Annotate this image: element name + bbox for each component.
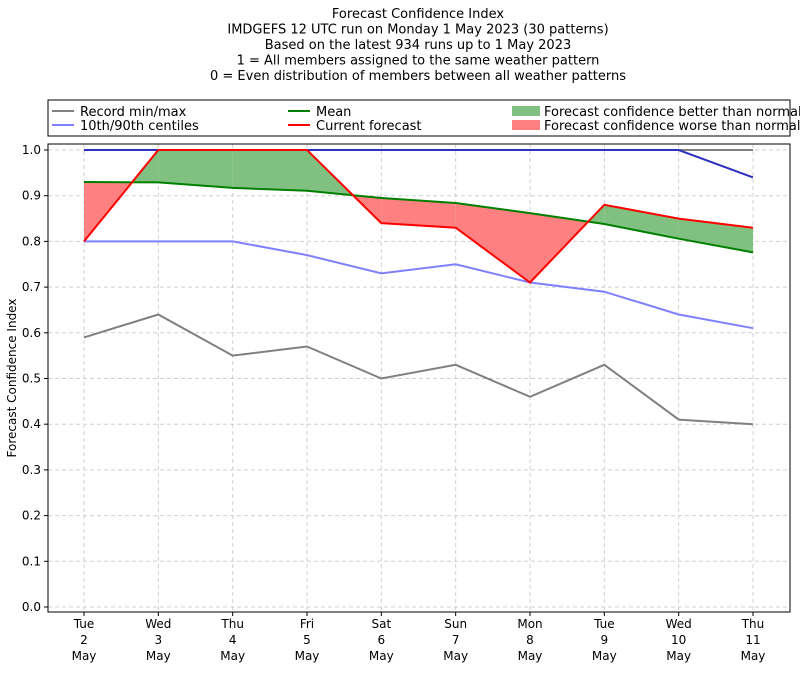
y-tick-label: 0.0: [22, 600, 41, 614]
x-tick-label: Fri: [300, 617, 314, 631]
x-tick-label: 9: [601, 633, 609, 647]
x-tick-label: Thu: [741, 617, 765, 631]
x-tick-label: 10: [671, 633, 686, 647]
x-tick-label: 5: [303, 633, 311, 647]
y-tick-label: 0.1: [22, 554, 41, 568]
legend-label: Current forecast: [316, 119, 422, 134]
series-10th-centile: [84, 241, 753, 328]
y-axis: 0.0 0.1 0.2 0.3 0.4 0.5 0.6 0.7 0.8 0.9 1.0: [22, 143, 48, 614]
title-line: 1 = All members assigned to the same wea…: [237, 54, 600, 69]
fill-better: [158, 150, 232, 188]
legend: Record min/max Mean Forecast confidence be…: [48, 100, 800, 136]
x-tick-label: Tue: [73, 617, 95, 631]
title-line: IMDGEFS 12 UTC run on Monday 1 May 2023 …: [227, 23, 608, 38]
legend-swatch: [512, 120, 540, 130]
title-line: 0 = Even distribution of members between…: [210, 69, 626, 84]
y-tick-label: 0.6: [22, 326, 41, 340]
fill-better: [604, 205, 678, 239]
x-tick-label: May: [666, 649, 691, 663]
x-tick-label: 2: [80, 633, 88, 647]
x-tick-label: 6: [378, 633, 386, 647]
x-tick-label: Thu: [220, 617, 244, 631]
legend-label: Mean: [316, 105, 351, 120]
x-axis: Tue 2 May Wed 3 May Thu 4 May Fri 5 May Sat 6 May Sun 7 M…: [72, 612, 766, 663]
y-tick-label: 0.2: [22, 509, 41, 523]
x-tick-label: 7: [452, 633, 460, 647]
y-tick-label: 0.5: [22, 372, 41, 386]
x-tick-label: Sun: [444, 617, 467, 631]
y-tick-label: 0.9: [22, 189, 41, 203]
legend-label: Forecast confidence better than normal: [544, 105, 800, 120]
x-tick-label: 8: [526, 633, 534, 647]
x-tick-label: Mon: [517, 617, 542, 631]
x-tick-label: 11: [745, 633, 760, 647]
confidence-fills: [84, 150, 753, 283]
title-line: Forecast Confidence Index: [332, 7, 504, 22]
title-line: Based on the latest 934 runs up to 1 May…: [265, 38, 571, 53]
x-tick-label: May: [146, 649, 171, 663]
x-tick-label: Wed: [145, 617, 171, 631]
x-tick-label: 4: [229, 633, 237, 647]
x-tick-label: May: [295, 649, 320, 663]
x-tick-label: May: [72, 649, 97, 663]
x-tick-label: May: [592, 649, 617, 663]
legend-swatch: [512, 106, 540, 116]
series-record-min: [84, 315, 753, 425]
x-tick-label: May: [518, 649, 543, 663]
x-tick-label: Tue: [593, 617, 615, 631]
legend-label: Record min/max: [80, 105, 187, 120]
y-tick-label: 0.4: [22, 417, 41, 431]
x-tick-label: 3: [155, 633, 163, 647]
x-tick-label: May: [220, 649, 245, 663]
y-axis-label: Forecast Confidence Index: [5, 299, 19, 458]
x-tick-label: Wed: [666, 617, 692, 631]
x-tick-label: May: [741, 649, 766, 663]
y-tick-label: 0.8: [22, 234, 41, 248]
x-tick-label: Sat: [371, 617, 391, 631]
legend-label: 10th/90th centiles: [80, 119, 199, 134]
y-tick-label: 0.7: [22, 280, 41, 294]
y-tick-label: 1.0: [22, 143, 41, 157]
fill-worse: [456, 203, 530, 283]
y-tick-label: 0.3: [22, 463, 41, 477]
x-tick-label: May: [443, 649, 468, 663]
fill-better: [233, 150, 307, 191]
legend-label: Forecast confidence worse than normal: [544, 119, 800, 134]
x-tick-label: May: [369, 649, 394, 663]
